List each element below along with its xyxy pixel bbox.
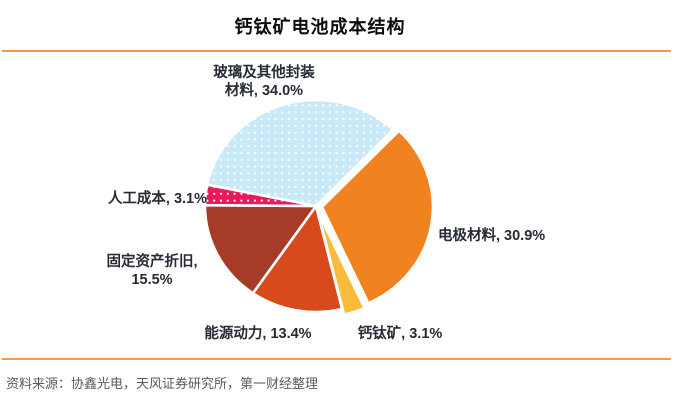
pie-slice (203, 183, 317, 208)
chart-title: 钙钛矿电池成本结构 (234, 17, 406, 37)
bottom-divider (2, 358, 671, 360)
source-note: 资料来源：协鑫光电，天风证券研究所，第一财经整理 (6, 376, 319, 391)
slice-label: 固定资产折旧, 15.5% (106, 252, 197, 288)
slice-label: 电极材料, 30.9% (438, 226, 545, 244)
pie-slice (320, 128, 435, 305)
pie-slice (251, 202, 344, 314)
slice-label: 玻璃及其他封装材料, 34.0% (213, 63, 315, 99)
pie-slice (205, 98, 395, 208)
slice-label: 钙钛矿, 3.1% (358, 324, 443, 342)
pie-slice (316, 211, 367, 317)
slice-label: 人工成本, 3.1% (108, 189, 207, 207)
pie-slice (203, 203, 319, 295)
top-divider (2, 50, 671, 52)
slice-label: 能源动力, 13.4% (204, 324, 311, 342)
